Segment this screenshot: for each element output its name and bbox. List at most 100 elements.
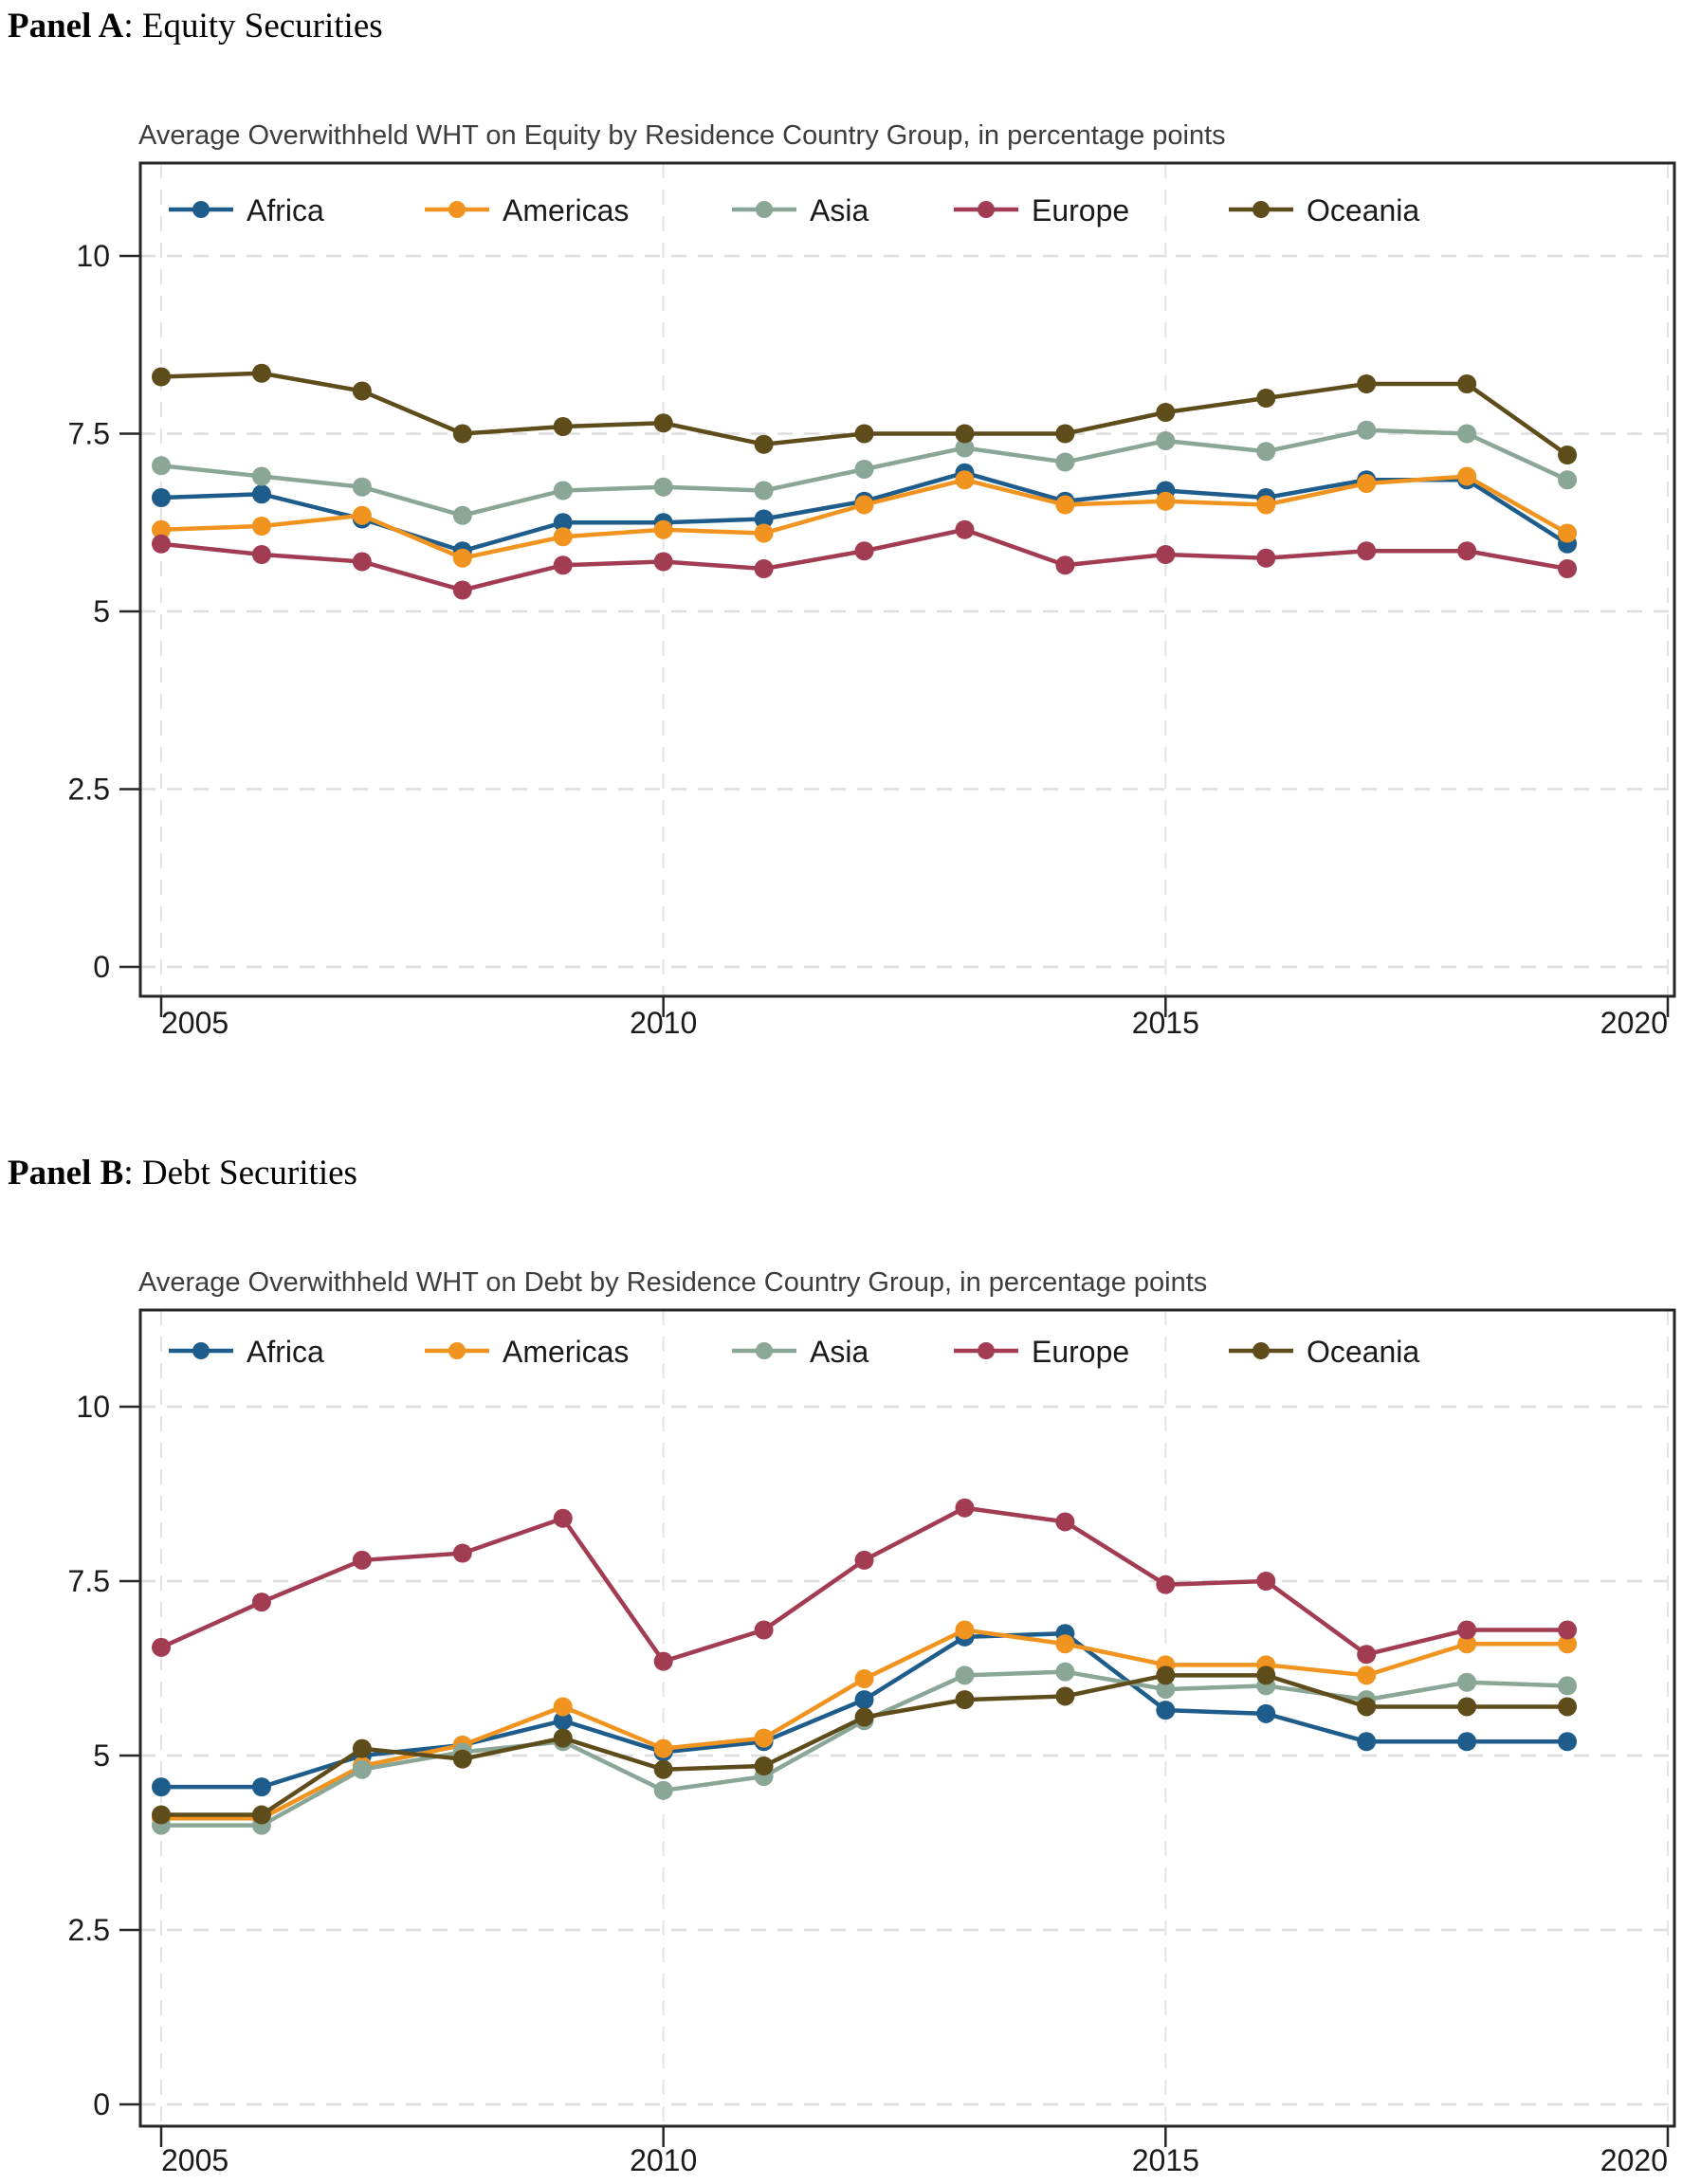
data-point-oceania-2015 xyxy=(1156,403,1176,422)
data-point-europe-2008 xyxy=(452,580,472,600)
data-point-asia-2015 xyxy=(1156,431,1176,450)
y-tick-label: 10 xyxy=(76,1390,110,1424)
series-europe xyxy=(152,519,1578,600)
legend-label: Americas xyxy=(503,193,629,228)
x-tick-label: 2020 xyxy=(1600,1006,1668,1040)
data-point-asia-2018 xyxy=(1457,1672,1477,1692)
series-oceania xyxy=(152,363,1578,464)
data-point-europe-2019 xyxy=(1558,1620,1578,1640)
panel-b-debt-chart: Average Overwithheld WHT on Debt by Resi… xyxy=(68,1267,1676,2177)
y-tick-label: 0 xyxy=(93,2087,110,2121)
data-point-asia-2007 xyxy=(352,1759,372,1779)
data-point-oceania-2011 xyxy=(754,434,774,454)
data-point-oceania-2008 xyxy=(452,424,472,444)
y-tick-label: 2.5 xyxy=(68,773,110,807)
y-tick-label: 5 xyxy=(93,594,110,628)
data-point-oceania-2014 xyxy=(1055,1686,1075,1706)
data-point-asia-2007 xyxy=(352,477,372,497)
data-point-oceania-2005 xyxy=(152,1805,171,1825)
data-point-europe-2014 xyxy=(1055,1512,1075,1532)
series-asia xyxy=(152,420,1578,525)
data-point-europe-2017 xyxy=(1357,1645,1377,1665)
data-point-europe-2015 xyxy=(1156,1574,1176,1594)
data-point-oceania-2019 xyxy=(1558,1697,1578,1717)
data-point-americas-2018 xyxy=(1457,466,1477,486)
data-point-americas-2015 xyxy=(1156,491,1176,511)
chart-title: Average Overwithheld WHT on Debt by Resi… xyxy=(138,1267,1207,1298)
y-tick-label: 7.5 xyxy=(68,1564,110,1598)
data-point-europe-2018 xyxy=(1457,1620,1477,1640)
data-point-europe-2015 xyxy=(1156,545,1176,564)
panel-a-heading: Panel A: Equity Securities xyxy=(8,6,383,46)
legend-entry-europe: Europe xyxy=(954,1335,1129,1369)
legend-marker-dot xyxy=(756,1342,773,1359)
data-point-asia-2008 xyxy=(452,505,472,525)
legend-label: Africa xyxy=(247,193,324,228)
data-point-oceania-2008 xyxy=(452,1749,472,1769)
data-point-asia-2018 xyxy=(1457,424,1477,444)
data-point-americas-2019 xyxy=(1558,1634,1578,1654)
data-point-africa-2019 xyxy=(1558,1732,1578,1752)
data-point-oceania-2016 xyxy=(1256,1665,1276,1685)
data-point-asia-2016 xyxy=(1256,442,1276,462)
data-point-europe-2007 xyxy=(352,552,372,572)
data-point-europe-2013 xyxy=(955,519,975,539)
x-tick-label: 2015 xyxy=(1132,2143,1199,2177)
data-point-europe-2009 xyxy=(553,1508,573,1528)
data-point-africa-2006 xyxy=(251,484,271,504)
legend-marker-dot xyxy=(192,1342,210,1359)
data-point-europe-2008 xyxy=(452,1543,472,1563)
legend-label: Africa xyxy=(247,1335,324,1369)
data-point-oceania-2016 xyxy=(1256,389,1276,408)
data-point-americas-2010 xyxy=(653,519,673,539)
y-tick-label: 2.5 xyxy=(68,1913,110,1947)
y-tick-label: 5 xyxy=(93,1738,110,1773)
data-point-europe-2007 xyxy=(352,1550,372,1570)
legend-entry-americas: Americas xyxy=(425,193,629,228)
panel-a-equity-chart: Average Overwithheld WHT on Equity by Re… xyxy=(68,120,1676,1040)
legend-entry-americas: Americas xyxy=(425,1335,629,1369)
data-point-europe-2016 xyxy=(1256,1572,1276,1591)
data-point-oceania-2017 xyxy=(1357,1697,1377,1717)
data-point-americas-2019 xyxy=(1558,523,1578,543)
data-point-europe-2005 xyxy=(152,1637,171,1657)
legend-entry-asia: Asia xyxy=(732,1335,868,1369)
data-point-europe-2009 xyxy=(553,555,573,575)
panel-b-heading-rest: : Debt Securities xyxy=(123,1154,357,1192)
data-point-oceania-2010 xyxy=(653,1759,673,1779)
x-tick-label: 2005 xyxy=(161,2143,229,2177)
legend-label: Americas xyxy=(503,1335,629,1369)
panel-a-heading-rest: : Equity Securities xyxy=(123,7,383,46)
data-point-europe-2005 xyxy=(152,534,171,554)
legend-label: Asia xyxy=(810,1335,868,1369)
legend-marker-dot xyxy=(448,1342,466,1359)
data-point-americas-2018 xyxy=(1457,1634,1477,1654)
data-point-americas-2008 xyxy=(452,548,472,568)
data-point-africa-2009 xyxy=(553,1711,573,1731)
data-point-oceania-2018 xyxy=(1457,374,1477,393)
data-point-americas-2011 xyxy=(754,523,774,543)
data-point-oceania-2012 xyxy=(854,1707,874,1727)
legend-marker-dot xyxy=(1252,1342,1270,1359)
x-tick-label: 2020 xyxy=(1600,2143,1668,2177)
legend-marker-dot xyxy=(978,1342,995,1359)
legend-label: Oceania xyxy=(1307,193,1419,228)
data-point-asia-2006 xyxy=(251,466,271,486)
data-point-americas-2009 xyxy=(553,527,573,547)
panel-a-heading-bold: Panel A xyxy=(8,7,124,46)
panel-b-heading-bold: Panel B xyxy=(8,1154,124,1192)
data-point-oceania-2017 xyxy=(1357,374,1377,393)
data-point-europe-2006 xyxy=(251,545,271,564)
data-point-oceania-2006 xyxy=(251,363,271,383)
data-point-asia-2011 xyxy=(754,481,774,500)
data-point-africa-2005 xyxy=(152,1777,171,1797)
data-point-oceania-2005 xyxy=(152,367,171,387)
series-americas xyxy=(152,466,1578,568)
data-point-europe-2011 xyxy=(754,1620,774,1640)
data-point-oceania-2007 xyxy=(352,1738,372,1758)
legend-marker-dot xyxy=(756,201,773,218)
data-point-americas-2005 xyxy=(152,519,171,539)
data-point-americas-2007 xyxy=(352,505,372,525)
data-point-asia-2014 xyxy=(1055,452,1075,472)
x-tick-label: 2005 xyxy=(161,1006,229,1040)
